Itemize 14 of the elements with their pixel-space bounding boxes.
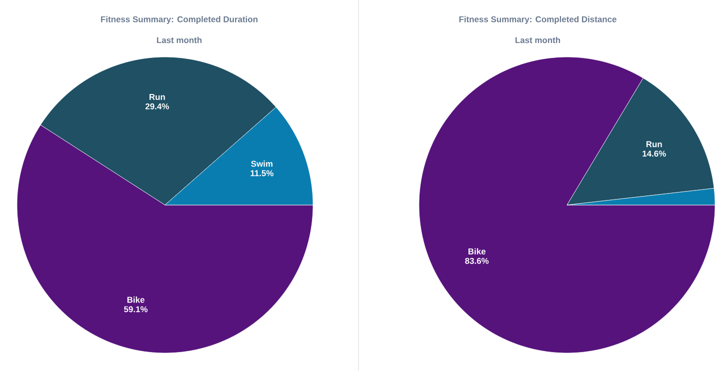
- data-label: 29.4%: [145, 103, 169, 110]
- slice-label: Bike: [127, 296, 144, 303]
- slice-label: Bike: [468, 248, 486, 254]
- chart-subtitle: Last month: [516, 36, 560, 44]
- slice-label: Swim: [251, 160, 272, 167]
- data-label: 14.6%: [642, 150, 666, 157]
- data-label: 59.1%: [124, 306, 148, 312]
- chart-subtitle: Last month: [156, 36, 202, 44]
- data-label: 11.5%: [250, 170, 274, 176]
- data-label: 83.6%: [465, 258, 489, 264]
- chart-title: Fitness Summary: Completed Duration: [101, 16, 258, 24]
- slice-label: Run: [646, 141, 662, 148]
- chart-title: Fitness Summary: Completed Distance: [459, 16, 616, 24]
- slice-label: Run: [150, 94, 165, 100]
